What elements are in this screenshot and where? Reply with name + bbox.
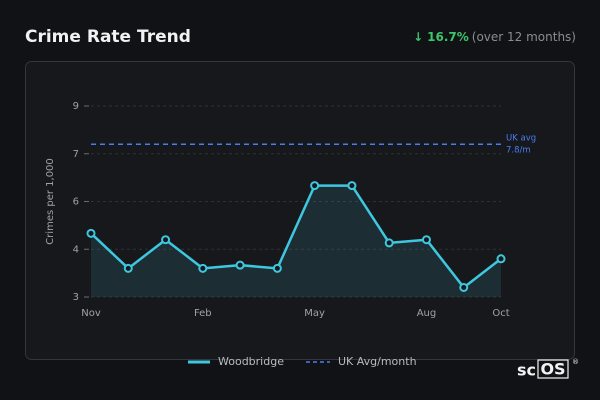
change-arrow: ↓ — [413, 30, 423, 44]
legend-label: UK Avg/month — [338, 355, 417, 368]
data-point — [235, 260, 245, 270]
y-tick-label: 6 — [73, 197, 79, 208]
plot: 3 4 6 7 9 Crimes per 1,000 Nov Feb May Aug Oct UK a… — [45, 101, 536, 319]
logo-mark: ® — [572, 358, 579, 366]
data-point — [310, 181, 320, 191]
y-tick-label: 9 — [73, 101, 79, 112]
x-tick-label: Oct — [492, 308, 509, 319]
change-note: (over 12 months) — [472, 30, 576, 44]
series-area — [91, 185, 501, 297]
logo-boxed-text: OS — [540, 360, 565, 379]
data-point — [272, 263, 282, 273]
logo-text: sc — [517, 361, 536, 380]
y-tick-label: 3 — [73, 292, 79, 303]
logo: sc OS ® — [517, 358, 579, 380]
change-value: 16.7% — [427, 30, 469, 44]
data-point — [347, 181, 357, 191]
series-line — [90, 184, 502, 289]
data-point — [123, 263, 133, 273]
data-point — [86, 228, 96, 238]
x-tick-label: Feb — [194, 308, 212, 319]
data-point — [421, 235, 431, 245]
y-axis-label: Crimes per 1,000 — [45, 158, 56, 245]
data-point — [384, 238, 394, 248]
data-point — [459, 282, 469, 292]
y-tick-label: 4 — [73, 244, 79, 255]
page-title: Crime Rate Trend — [25, 27, 191, 47]
data-point — [198, 263, 208, 273]
legend-label: Woodbridge — [218, 355, 284, 368]
reference-label: UK avg — [506, 134, 536, 144]
y-tick-label: 7 — [73, 149, 79, 160]
x-tick-label: Aug — [417, 308, 437, 319]
x-tick-label: Nov — [81, 308, 101, 319]
x-tick-label: May — [304, 308, 325, 319]
change-summary: ↓ 16.7% (over 12 months) — [413, 30, 576, 44]
logo-box — [537, 359, 569, 379]
reference-value-label: 7.8/m — [506, 146, 531, 156]
data-point — [496, 254, 506, 264]
chart-card — [25, 61, 575, 360]
data-point — [161, 235, 171, 245]
